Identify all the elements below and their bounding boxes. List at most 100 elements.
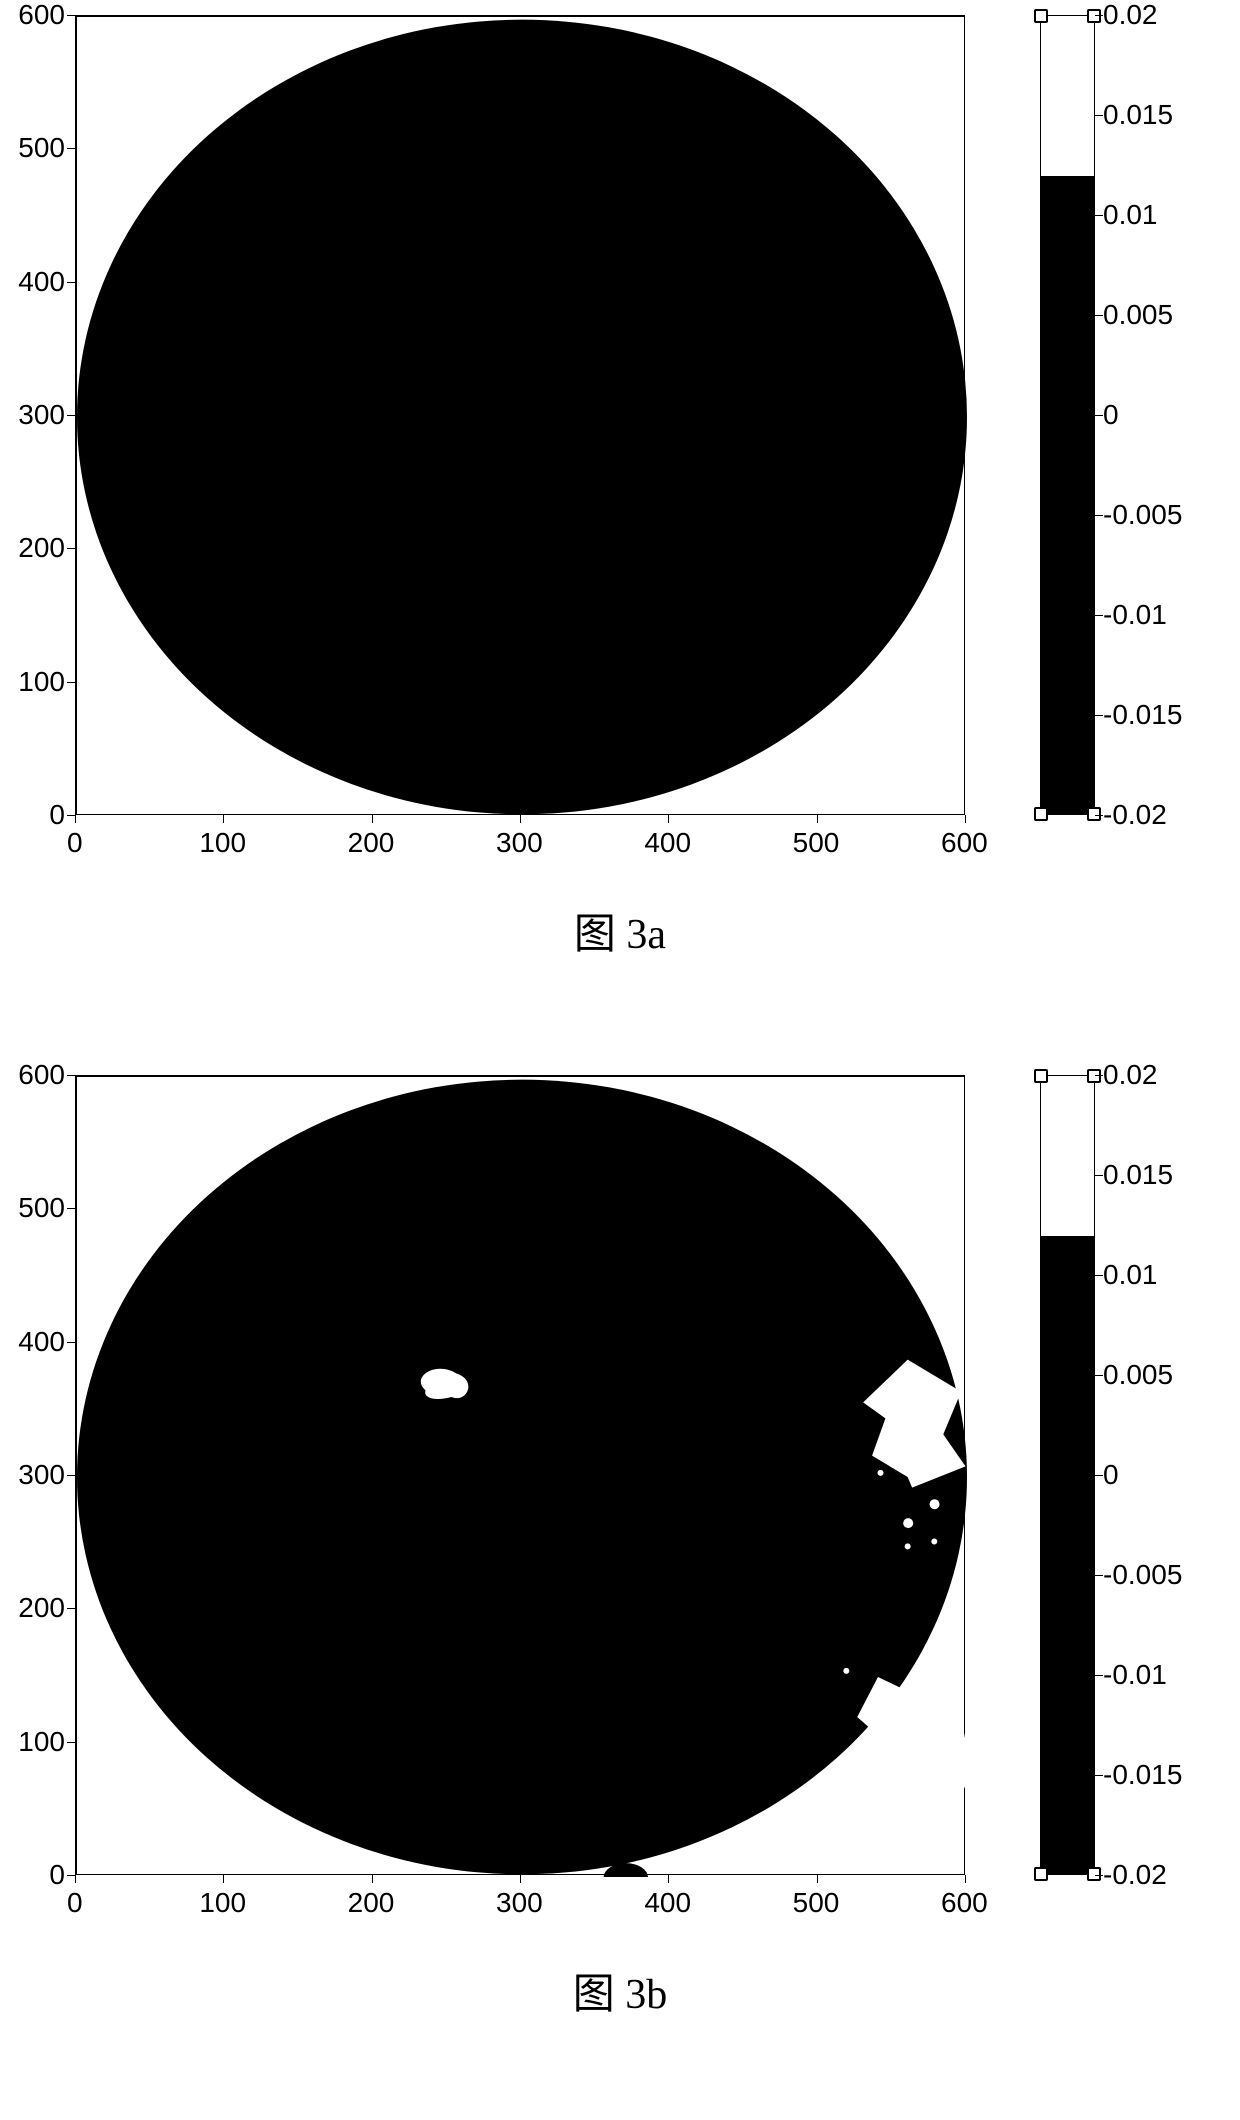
x-tick-label: 500 (793, 829, 840, 857)
colorbar-tick-mark (1095, 415, 1103, 416)
y-tick-mark (67, 1742, 75, 1743)
x-tick-mark (965, 815, 966, 823)
colorbar-a (1040, 15, 1095, 815)
colorbar-tick-label: -0.02 (1103, 801, 1167, 829)
colorbar-tick-label: 0.005 (1103, 301, 1173, 329)
y-tick-mark (67, 815, 75, 816)
colorbar-tick-mark (1095, 1575, 1103, 1576)
colorbar-tick-label: -0.01 (1103, 1661, 1167, 1689)
x-tick-mark (372, 1875, 373, 1883)
colorbar-tick-mark (1095, 1675, 1103, 1676)
colorbar-tick-label: 0.005 (1103, 1361, 1173, 1389)
colorbar-tick-label: -0.02 (1103, 1861, 1167, 1889)
x-tick-label: 500 (793, 1889, 840, 1917)
colorbar-tick-label: 0 (1103, 401, 1119, 429)
figure-caption-b: 图 3b (470, 1960, 770, 2021)
x-tick-label: 0 (67, 1889, 83, 1917)
colorbar-tick-label: -0.005 (1103, 501, 1182, 529)
colorbar-tick-label: -0.01 (1103, 601, 1167, 629)
colorbar-tick-mark (1095, 515, 1103, 516)
x-tick-label: 100 (199, 1889, 246, 1917)
colorbar-tick-label: 0.015 (1103, 1161, 1173, 1189)
y-tick-mark (67, 548, 75, 549)
colorbar-tick-mark (1095, 715, 1103, 716)
x-tick-mark (668, 815, 669, 823)
plot-area-b (75, 1075, 965, 1875)
x-tick-label: 300 (496, 1889, 543, 1917)
colorbar-tick-mark (1095, 215, 1103, 216)
x-tick-label: 200 (348, 829, 395, 857)
colorbar-tick-mark (1095, 615, 1103, 616)
x-tick-mark (75, 815, 76, 823)
colorbar-tick-mark (1095, 1875, 1103, 1876)
y-tick-mark (67, 415, 75, 416)
colorbar-tick-label: 0.02 (1103, 1061, 1158, 1089)
colorbar-marker (1034, 807, 1048, 821)
y-tick-label: 400 (5, 1328, 65, 1356)
x-tick-mark (223, 1875, 224, 1883)
x-tick-mark (965, 1875, 966, 1883)
y-tick-label: 0 (5, 801, 65, 829)
colorbar-tick-label: 0.015 (1103, 101, 1173, 129)
figure-caption-a: 图 3a (470, 900, 770, 961)
colorbar-fill-b (1041, 1236, 1094, 1874)
y-tick-mark (67, 1875, 75, 1876)
colorbar-tick-label: 0.02 (1103, 1, 1158, 29)
y-tick-mark (67, 1208, 75, 1209)
y-tick-label: 500 (5, 134, 65, 162)
colorbar-marker (1087, 9, 1101, 23)
colorbar-marker (1034, 1069, 1048, 1083)
colorbar-tick-label: 0.01 (1103, 201, 1158, 229)
y-tick-mark (67, 682, 75, 683)
x-tick-label: 100 (199, 829, 246, 857)
x-tick-label: 400 (644, 829, 691, 857)
colorbar-marker (1034, 1867, 1048, 1881)
x-tick-mark (223, 815, 224, 823)
colorbar-marker (1087, 1069, 1101, 1083)
x-tick-label: 0 (67, 829, 83, 857)
colorbar-tick-mark (1095, 815, 1103, 816)
colorbar-tick-mark (1095, 1475, 1103, 1476)
x-tick-label: 600 (941, 1889, 988, 1917)
y-tick-label: 400 (5, 268, 65, 296)
colorbar-tick-mark (1095, 315, 1103, 316)
x-tick-label: 300 (496, 829, 543, 857)
colorbar-tick-label: 0 (1103, 1461, 1119, 1489)
colorbar-tick-mark (1095, 115, 1103, 116)
y-tick-mark (67, 15, 75, 16)
colorbar-b (1040, 1075, 1095, 1875)
colorbar-marker (1087, 1867, 1101, 1881)
x-tick-mark (372, 815, 373, 823)
colorbar-tick-mark (1095, 1175, 1103, 1176)
colorbar-tick-mark (1095, 15, 1103, 16)
y-tick-mark (67, 282, 75, 283)
colorbar-fill-a (1041, 176, 1094, 814)
y-tick-label: 500 (5, 1194, 65, 1222)
y-tick-mark (67, 1075, 75, 1076)
colorbar-marker (1034, 9, 1048, 23)
colorbar-tick-mark (1095, 1275, 1103, 1276)
figure-b: 图 3b 01002003004005006000100200300400500… (0, 1060, 1240, 2120)
x-tick-label: 600 (941, 829, 988, 857)
colorbar-tick-mark (1095, 1075, 1103, 1076)
y-tick-mark (67, 1608, 75, 1609)
plot-svg-a (77, 17, 967, 817)
y-tick-label: 100 (5, 1728, 65, 1756)
colorbar-tick-mark (1095, 1375, 1103, 1376)
y-tick-label: 600 (5, 1, 65, 29)
y-tick-mark (67, 148, 75, 149)
y-tick-label: 0 (5, 1861, 65, 1889)
y-tick-label: 600 (5, 1061, 65, 1089)
x-tick-mark (817, 815, 818, 823)
figure-a: 图 3a 01002003004005006000100200300400500… (0, 0, 1240, 1060)
colorbar-marker (1087, 807, 1101, 821)
colorbar-tick-label: -0.015 (1103, 1761, 1182, 1789)
y-tick-label: 300 (5, 401, 65, 429)
x-tick-label: 400 (644, 1889, 691, 1917)
colorbar-tick-label: 0.01 (1103, 1261, 1158, 1289)
x-tick-mark (75, 1875, 76, 1883)
colorbar-tick-label: -0.015 (1103, 701, 1182, 729)
x-tick-mark (817, 1875, 818, 1883)
x-tick-label: 200 (348, 1889, 395, 1917)
y-tick-label: 300 (5, 1461, 65, 1489)
